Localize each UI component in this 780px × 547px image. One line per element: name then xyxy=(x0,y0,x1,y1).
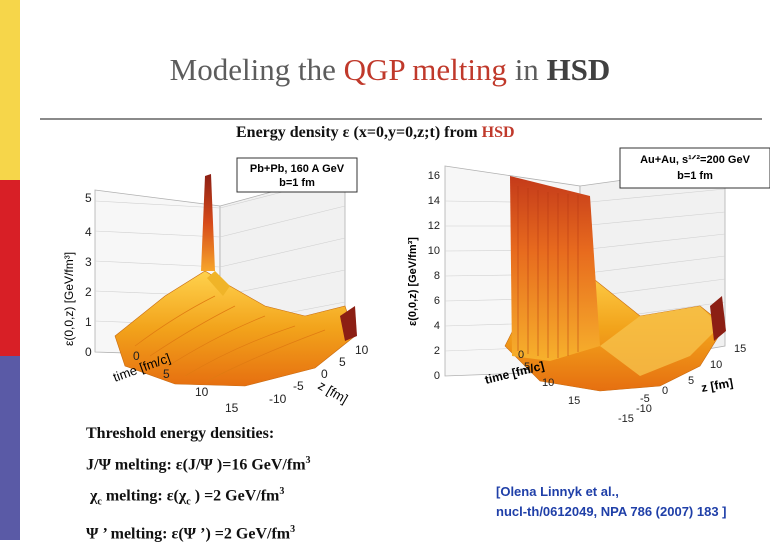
left-vtick-0: 0 xyxy=(85,345,92,359)
left-ztick-1: 5 xyxy=(339,355,346,369)
threshold-psiprime: Ψ ’ melting: ε(Ψ ’) =2 GeV/fm3 xyxy=(86,516,311,547)
sidebar-bar-yellow xyxy=(0,0,20,180)
left-ztick-3: -5 xyxy=(293,379,304,393)
right-z-label: z [fm] xyxy=(700,376,734,395)
right-z-ticks: 15 10 5 0 -5 -10 -15 xyxy=(618,343,746,425)
threshold-chic-exp: 3 xyxy=(279,486,285,498)
left-peak-base xyxy=(207,271,230,296)
left-ttick-3: 15 xyxy=(225,401,239,415)
threshold-block: Threshold energy densities: J/Ψ melting:… xyxy=(86,420,311,547)
left-vtick-5: 5 xyxy=(85,191,92,205)
right-vtick-4: 8 xyxy=(434,270,440,282)
right-ztick-3: 0 xyxy=(662,385,668,397)
title-qgp: QGP xyxy=(343,52,405,87)
right-ztick-2: 5 xyxy=(688,375,694,387)
right-legend-line2: b=1 fm xyxy=(677,170,713,182)
left-vertical-ticks: 0 1 2 3 4 5 xyxy=(85,191,92,359)
threshold-chic-mid: melting: ε(χ xyxy=(101,487,187,505)
right-vtick-3: 6 xyxy=(434,295,440,307)
right-ztick-1: 10 xyxy=(710,359,722,371)
left-vtick-3: 3 xyxy=(85,255,92,269)
title-in: in xyxy=(506,52,547,87)
left-z-ticks: 10 5 0 -5 -10 xyxy=(269,343,369,406)
right-edge-wall xyxy=(710,296,726,341)
subtitle-text: Energy density ε (x=0,y=0,z;t) from xyxy=(236,124,482,141)
right-vtick-7: 14 xyxy=(428,195,440,207)
threshold-psiprime-exp: 3 xyxy=(290,523,296,535)
reference: [Olena Linnyk et al., nucl-th/0612049, N… xyxy=(496,482,727,522)
threshold-chic: χc melting: ε(χc ) =2 GeV/fm3 xyxy=(86,478,311,516)
title-melting: melting xyxy=(404,52,507,87)
left-ztick-4: -10 xyxy=(269,392,287,406)
right-vtick-8: 16 xyxy=(428,170,440,182)
right-vtick-5: 10 xyxy=(428,245,440,257)
right-legend-line1: Au+Au, s¹ᐟ²=200 GeV xyxy=(640,154,750,166)
threshold-chic-end: ) =2 GeV/fm xyxy=(190,487,280,505)
reference-line1: [Olena Linnyk et al., xyxy=(496,484,619,499)
left-z-label: z [fm] xyxy=(316,378,351,407)
right-ttick-0: 0 xyxy=(518,349,524,361)
subtitle-hsd: HSD xyxy=(481,124,515,141)
sidebar-bar-blue xyxy=(0,356,20,540)
threshold-jpsi-exp: 3 xyxy=(305,455,311,466)
right-ztick-0: 15 xyxy=(734,343,746,355)
reference-line2: nucl-th/0612049, NPA 786 (2007) 183 ] xyxy=(496,504,727,519)
left-edge-wall xyxy=(340,306,357,341)
left-vtick-4: 4 xyxy=(85,225,92,239)
slide-title: Modeling the QGP melting in HSD xyxy=(0,52,780,88)
right-ztick-5: -10 xyxy=(636,403,652,415)
left-time-ticks: 0 5 10 15 xyxy=(133,349,239,415)
left-legend-box xyxy=(236,157,358,193)
right-vtick-0: 0 xyxy=(434,370,440,382)
left-legend-line2: b=1 fm xyxy=(279,177,315,189)
right-ttick-3: 15 xyxy=(568,395,580,407)
threshold-chic-symbol: χ xyxy=(90,487,98,505)
right-legend-box xyxy=(619,147,770,189)
left-ttick-2: 10 xyxy=(195,385,209,399)
right-peak xyxy=(510,176,600,361)
right-vtick-2: 4 xyxy=(434,320,440,332)
subtitle: Energy density ε (x=0,y=0,z;t) from HSD xyxy=(236,124,515,142)
right-ttick-2: 10 xyxy=(542,377,554,389)
right-3d-plot: Au+Au, s¹ᐟ²=200 GeV b=1 fm 0 2 4 6 8 10 … xyxy=(407,147,770,425)
right-peak-lines xyxy=(517,186,579,358)
right-vtick-1: 2 xyxy=(434,345,440,357)
left-surface-ridges xyxy=(134,295,326,383)
threshold-chic-sub2: c xyxy=(186,496,191,508)
left-legend-line1: Pb+Pb, 160 A GeV xyxy=(250,163,345,175)
sidebar-bar-red xyxy=(0,180,20,356)
title-hsd: HSD xyxy=(546,52,611,87)
title-part1: Modeling the xyxy=(169,52,344,87)
right-vertical-ticks: 0 2 4 6 8 10 12 14 16 xyxy=(428,170,440,382)
title-divider xyxy=(40,118,762,120)
right-ttick-1: 5 xyxy=(524,361,530,373)
left-ztick-2: 0 xyxy=(321,367,328,381)
right-ztick-4: -5 xyxy=(640,393,650,405)
threshold-heading: Threshold energy densities: xyxy=(86,425,275,442)
right-vtick-6: 12 xyxy=(428,220,440,232)
threshold-jpsi: J/Ψ melting: ε(J/Ψ )=16 GeV/fm3 xyxy=(86,447,311,478)
left-vtick-1: 1 xyxy=(85,315,92,329)
left-ttick-0: 0 xyxy=(133,349,140,363)
threshold-psiprime-text: Ψ ’ melting: ε(Ψ ’) =2 GeV/fm xyxy=(86,525,291,543)
left-peak xyxy=(201,174,215,271)
right-ztick-6: -15 xyxy=(618,413,634,425)
right-surface-front xyxy=(600,306,720,376)
left-ttick-1: 5 xyxy=(163,367,170,381)
right-time-ticks: 0 5 10 15 xyxy=(518,349,580,407)
left-vtick-2: 2 xyxy=(85,285,92,299)
left-gridlines xyxy=(94,175,346,327)
right-vertical-label: ε(0,0,z) [GeV/fm³] xyxy=(407,237,419,326)
threshold-jpsi-text: J/Ψ melting: ε(J/Ψ )=16 GeV/fm xyxy=(86,456,306,474)
left-vertical-label: ε(0,0,z) [GeV/fm³] xyxy=(62,252,76,346)
threshold-chic-sub: c xyxy=(97,496,102,508)
left-ztick-0: 10 xyxy=(355,343,369,357)
left-3d-plot: Pb+Pb, 160 A GeV b=1 fm 0 1 2 3 4 5 ε(0,… xyxy=(62,157,369,415)
